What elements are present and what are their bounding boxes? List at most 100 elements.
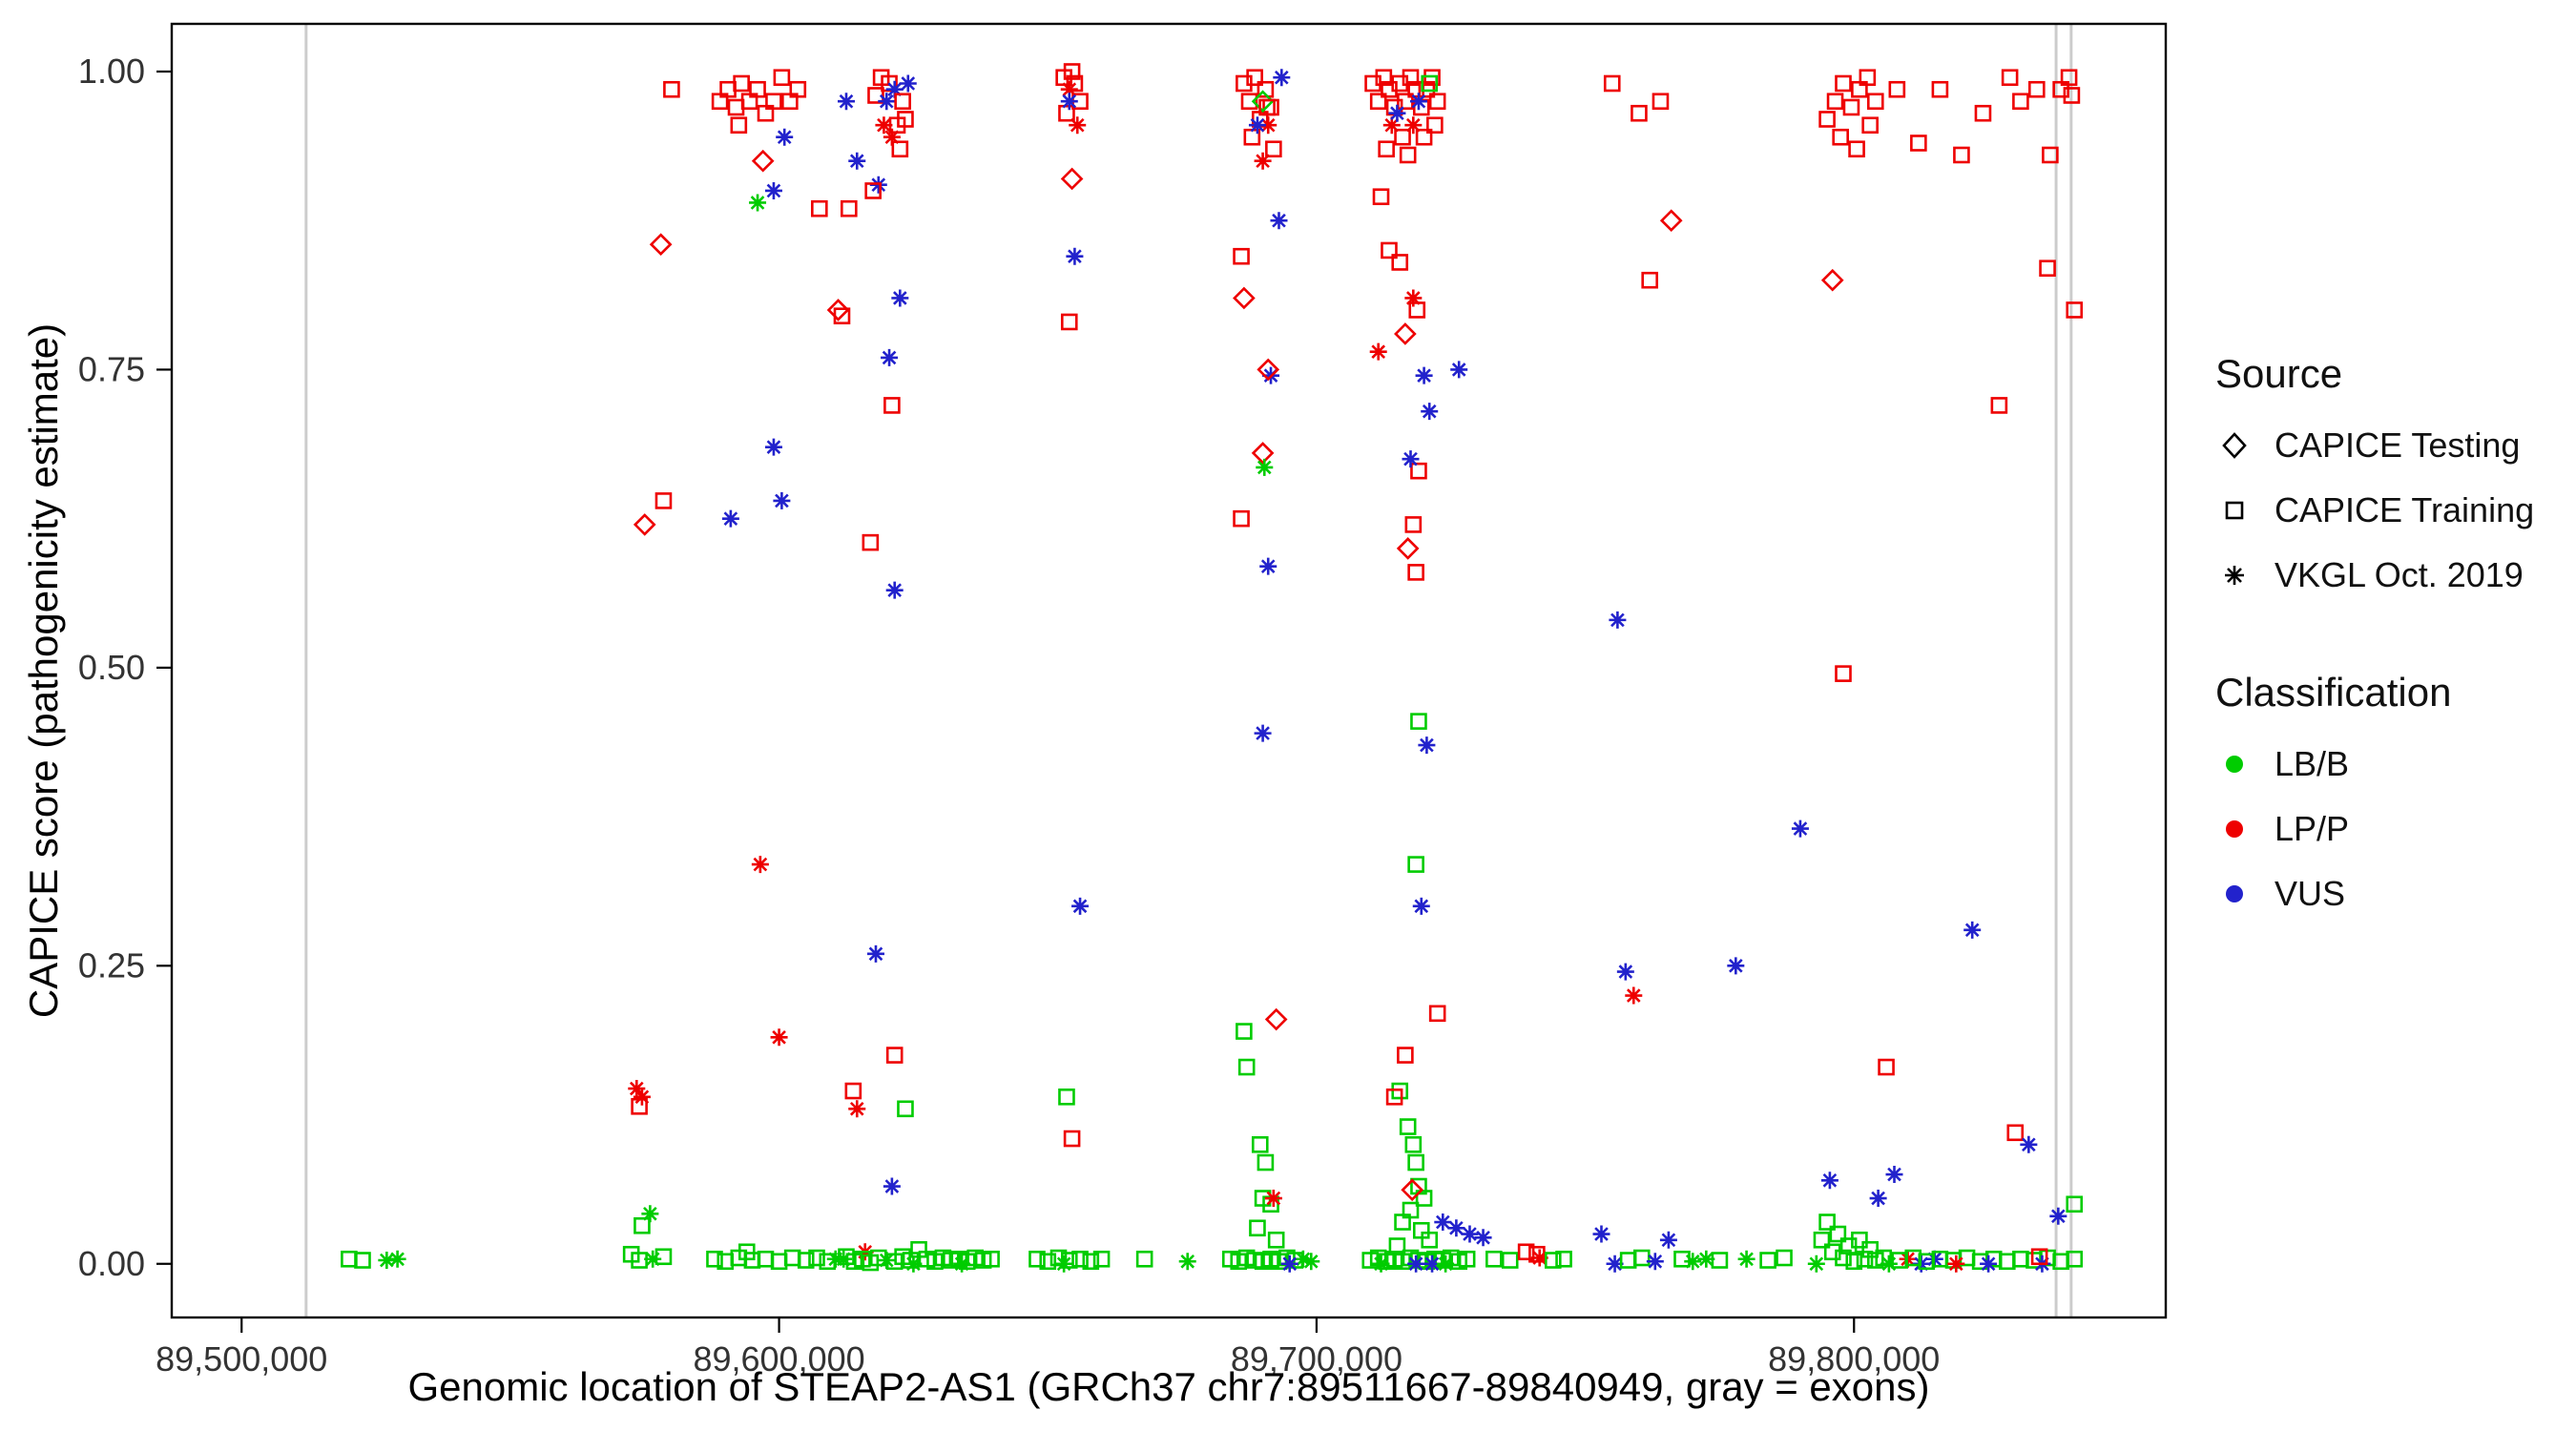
data-point (1421, 74, 1439, 93)
data-point (1280, 1255, 1298, 1273)
data-point (1378, 140, 1395, 158)
data-point (1813, 1231, 1831, 1249)
data-point (2012, 1250, 2029, 1268)
data-point (730, 116, 748, 135)
data-point (1082, 1253, 1100, 1271)
y-tick-label: 0.75 (78, 349, 145, 388)
x-axis-title: Genomic location of STEAP2-AS1 (GRCh37 c… (407, 1364, 1930, 1409)
data-point (1058, 104, 1075, 122)
data-point (1381, 241, 1398, 259)
data-point (1835, 74, 1852, 93)
data-point (899, 74, 917, 93)
data-point (1257, 1153, 1275, 1172)
data-point (1372, 1255, 1390, 1273)
circle-legend-icon (2226, 885, 2243, 902)
data-point (1428, 1005, 1446, 1023)
data-point (885, 581, 904, 599)
data-point (1060, 1252, 1078, 1269)
data-point (1265, 140, 1282, 158)
circle-legend-icon (2226, 820, 2243, 838)
data-point (1421, 403, 1439, 421)
data-point (883, 1177, 901, 1195)
data-point (1063, 63, 1081, 80)
data-point (1385, 1088, 1403, 1106)
data-point (1999, 1253, 2016, 1271)
data-point (631, 1097, 648, 1115)
data-point (1826, 93, 1844, 111)
data-point (1248, 116, 1266, 135)
y-tick-label: 0.25 (78, 945, 145, 985)
data-point (1880, 1255, 1898, 1273)
data-point (867, 87, 884, 104)
data-point (1776, 1249, 1793, 1267)
data-point (1447, 1219, 1465, 1237)
data-point (770, 1028, 788, 1047)
data-point (1450, 361, 1468, 379)
data-point (1251, 1135, 1269, 1153)
data-point (1953, 146, 1970, 164)
data-point (737, 1243, 756, 1261)
data-point (378, 1252, 396, 1270)
data-point (1396, 537, 1420, 560)
x-tick-label: 89,500,000 (156, 1339, 327, 1379)
legend-item-classification-1: LP/P (2215, 809, 2534, 849)
data-point (1178, 1253, 1196, 1271)
data-point (1039, 1253, 1057, 1271)
legend-item-label: CAPICE Testing (2275, 425, 2521, 465)
data-point (1885, 1166, 1903, 1184)
y-tick-label: 1.00 (78, 52, 145, 91)
data-point (1931, 80, 1949, 98)
data-point (1259, 116, 1278, 135)
data-point (1652, 93, 1670, 111)
data-point (783, 1249, 801, 1267)
data-point (1375, 69, 1393, 87)
data-point (1409, 93, 1427, 111)
data-point (1408, 301, 1426, 319)
y-axis-title: CAPICE score (pathogenicity estimate) (21, 322, 66, 1019)
data-point (862, 533, 880, 551)
data-point (1259, 557, 1278, 575)
data-point (904, 1255, 923, 1273)
data-point (885, 80, 904, 98)
data-point (826, 299, 850, 321)
data-point (770, 1253, 788, 1271)
data-point (1254, 724, 1272, 742)
data-point (1818, 1213, 1836, 1231)
data-point (1697, 1250, 1715, 1268)
data-point (628, 1080, 646, 1098)
data-point (764, 438, 782, 456)
data-point (773, 69, 791, 87)
axes-layer: 89,500,000 89,600,000 89,700,000 89,800,000… (78, 22, 2168, 1379)
data-point (833, 307, 851, 324)
diamond-legend-icon (2222, 432, 2247, 459)
data-point (1609, 611, 1627, 629)
data-point (1060, 93, 1078, 111)
data-point (1401, 1178, 1424, 1202)
data-point (633, 1088, 651, 1106)
data-point (1625, 986, 1643, 1005)
data-point (1233, 509, 1250, 528)
data-point (2066, 1195, 2084, 1213)
data-point (953, 1255, 971, 1273)
data-point (1711, 1252, 1729, 1269)
data-point (1474, 1229, 1492, 1247)
data-point (1391, 254, 1409, 271)
data-point (654, 1248, 673, 1266)
data-point (757, 1250, 775, 1268)
data-point (2042, 146, 2059, 164)
legend: Source CAPICE Testing CAPICE Training VKGL … (2215, 351, 2534, 939)
data-point (885, 1047, 904, 1064)
data-point (773, 491, 791, 509)
data-point (1254, 152, 1272, 170)
data-point (1829, 1225, 1847, 1243)
data-point (1063, 1130, 1081, 1148)
legend-title-source: Source (2215, 351, 2343, 396)
data-point (897, 111, 914, 128)
data-point (1501, 1252, 1519, 1269)
data-point (764, 181, 782, 199)
data-point (2027, 80, 2046, 98)
data-point (837, 93, 855, 111)
data-point (1619, 1252, 1637, 1269)
data-point (1859, 69, 1877, 87)
data-point (1394, 128, 1411, 146)
